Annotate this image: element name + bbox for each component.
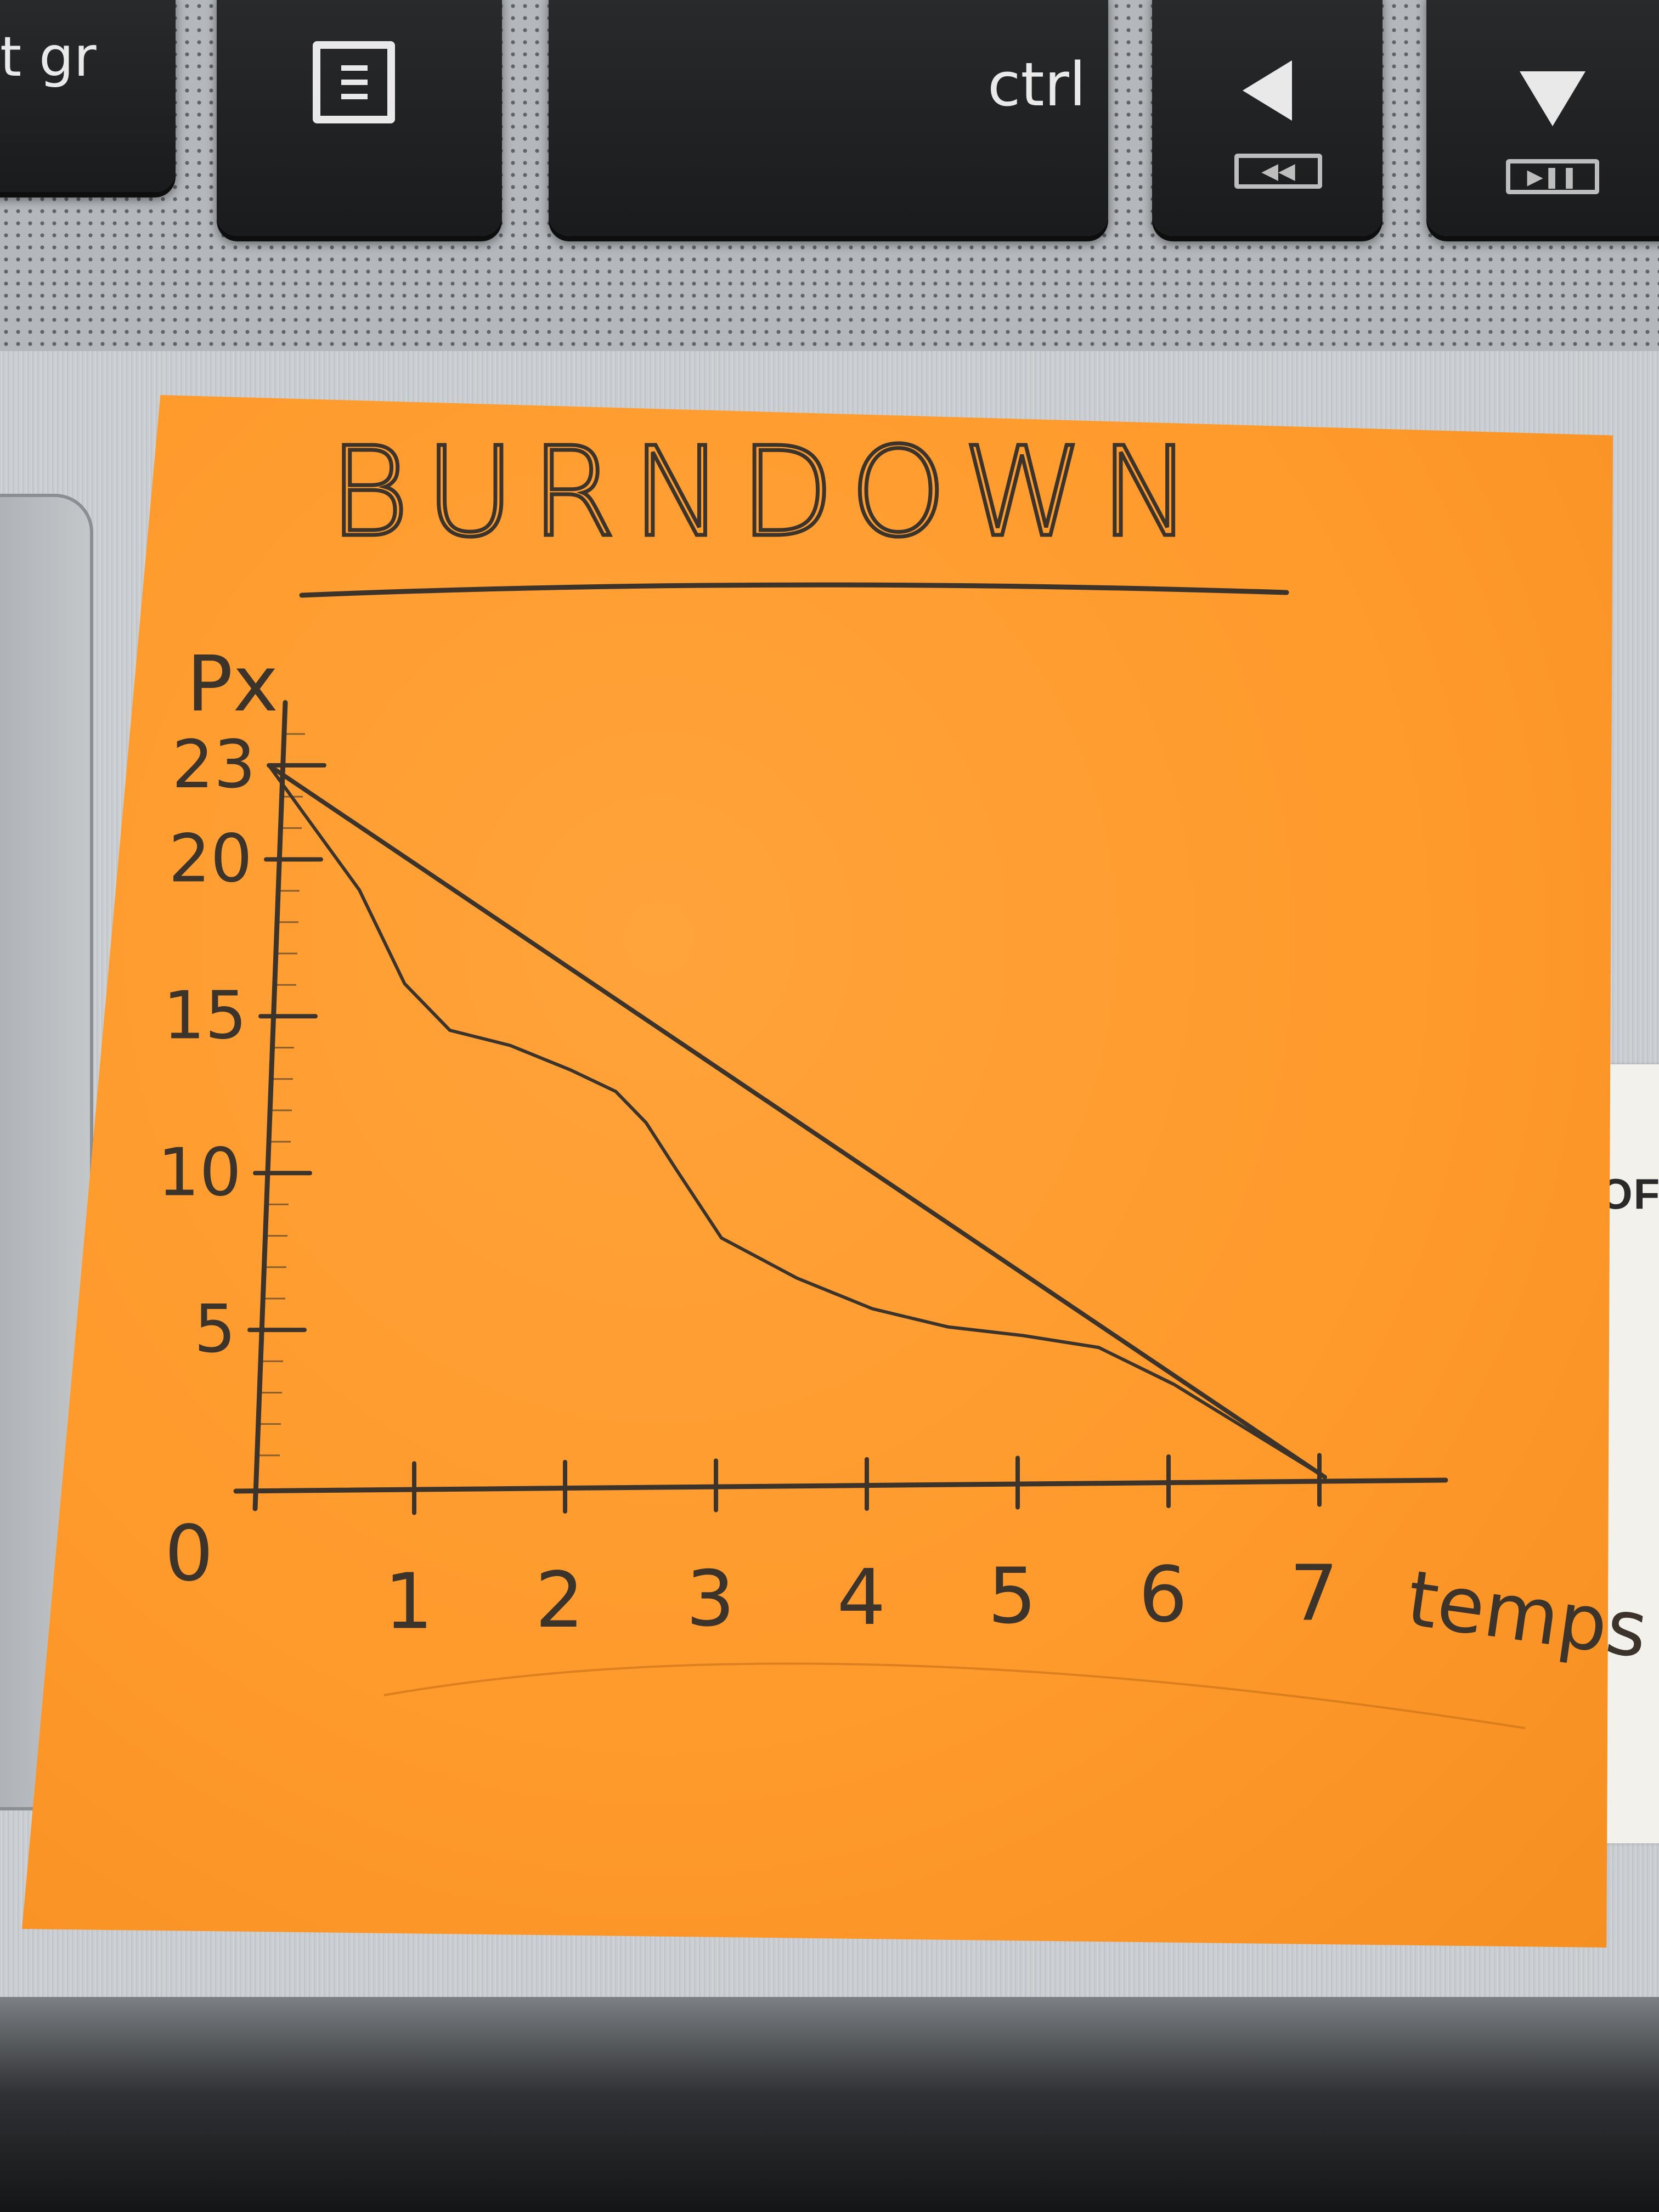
laptop-front-edge (0, 1997, 1659, 2212)
key-ctrl-label: ctrl (988, 49, 1086, 120)
x-tick-label: 4 (837, 1553, 885, 1643)
y-tick-label: 5 (194, 1291, 236, 1368)
ideal-burndown-line (267, 763, 1327, 1480)
key-altgr-label: t gr (0, 25, 97, 89)
y-tick-label: 10 (157, 1135, 241, 1211)
x-tick-label: 6 (1138, 1550, 1187, 1640)
actual-burndown-line (267, 764, 1327, 1479)
previous-track-icon: ◀◀ (1234, 154, 1322, 189)
x-tick-label: 7 (1289, 1549, 1338, 1639)
play-pause-icon: ▶❚❚ (1506, 159, 1599, 194)
key-play-pause[interactable]: ▶❚❚ (1426, 0, 1659, 236)
menu-icon (313, 41, 395, 123)
x-tick-label: 1 (384, 1558, 433, 1647)
chart-series (267, 763, 1327, 1480)
x-tick-label: 3 (686, 1555, 735, 1644)
title-underline (299, 582, 1289, 598)
y-axis-label: Px (187, 640, 278, 729)
arrow-left-icon (1243, 60, 1292, 121)
x-tick-label: 5 (988, 1552, 1036, 1641)
x-axis-label: temps (1402, 1554, 1653, 1676)
arrow-down-icon (1520, 71, 1585, 126)
y-tick-label: 20 (168, 821, 252, 898)
y-tick-label: 15 (163, 978, 247, 1054)
x-axis-line (233, 1477, 1448, 1494)
y-axis-line (252, 700, 288, 1511)
key-menu[interactable] (217, 0, 502, 236)
key-altgr[interactable]: t gr (0, 0, 176, 192)
x-tick-label: 2 (535, 1556, 584, 1645)
chart-axes (233, 700, 1448, 1511)
paper-crease (383, 1662, 1526, 1729)
y-tick-label: 23 (172, 727, 256, 803)
origin-label: 0 (165, 1509, 213, 1599)
chart-title: BURNDOWN (329, 421, 1207, 565)
key-ctrl[interactable]: ctrl (549, 0, 1108, 236)
key-prev-track[interactable]: ◀◀ (1152, 0, 1383, 236)
